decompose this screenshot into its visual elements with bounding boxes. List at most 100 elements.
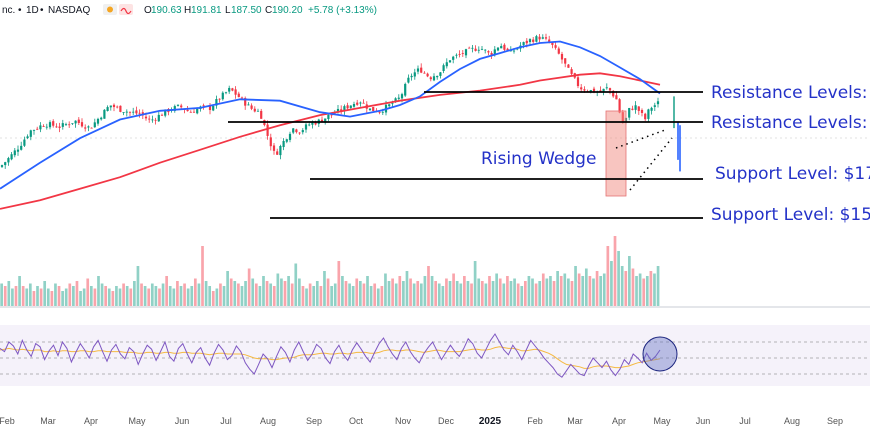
candle-body [455, 54, 458, 56]
candle-body [71, 123, 74, 125]
x-tick-label: Nov [395, 416, 412, 426]
volume-bar [280, 278, 283, 306]
rsi-line [0, 333, 661, 378]
volume-bar [552, 281, 556, 306]
candle-body [128, 111, 132, 113]
volume-bar [398, 276, 402, 306]
x-tick-label: Sep [306, 416, 322, 426]
x-tick-label: May [128, 416, 146, 426]
volume-bar [391, 278, 394, 306]
volume-bar [50, 291, 54, 306]
volume-bar [602, 273, 606, 306]
volume-bar [480, 281, 484, 306]
volume-bar [570, 281, 574, 306]
volume-bar [294, 263, 298, 306]
candle-body [29, 130, 32, 137]
candle-body [39, 125, 42, 130]
volume-bar [204, 281, 208, 306]
volume-bar [154, 286, 158, 306]
candle-body [500, 46, 503, 49]
candle-body [458, 54, 461, 55]
candle-body [125, 111, 128, 113]
volume-bar [254, 283, 258, 306]
candle-body [644, 113, 647, 120]
volume-bar [394, 283, 398, 306]
volume-bar [64, 288, 68, 306]
candle-body [394, 98, 397, 103]
candle-body [256, 110, 260, 112]
interval-label[interactable]: 1D [26, 5, 39, 16]
candle-body [103, 109, 106, 119]
candle-body [84, 127, 87, 129]
candle-body [13, 150, 16, 156]
candle-body [61, 123, 64, 127]
volume-bar [358, 281, 362, 306]
candle-body [23, 139, 26, 146]
candle-body [512, 50, 516, 52]
candle-body [240, 97, 244, 99]
volume-bar [269, 283, 273, 306]
candle-body [538, 36, 541, 40]
candle-body [221, 92, 224, 100]
rsi-ma-line [0, 346, 661, 369]
volume-bar [258, 286, 262, 306]
candle-body [496, 47, 500, 51]
header-bar: nc. • 1D • NASDAQ O 190.63 H 191.81 L 18… [2, 4, 377, 16]
candle-body [532, 39, 535, 42]
volume-bar [559, 276, 563, 306]
volume-bar [355, 278, 359, 306]
candle-body [336, 108, 340, 113]
x-tick-label: Apr [84, 416, 98, 426]
volume-bar [229, 278, 233, 306]
change-value: +5.78 (+3.13%) [308, 5, 377, 16]
volume-bar [610, 261, 613, 306]
volume-bar [21, 286, 25, 306]
volume-bar [104, 286, 108, 306]
candle-body [551, 42, 554, 45]
candle-body [634, 105, 637, 110]
candle-body [372, 107, 375, 112]
support-label-2: Support Level: $15 [711, 205, 870, 225]
volume-bar [574, 266, 577, 306]
bar-replay-icon[interactable] [103, 4, 117, 15]
x-tick-label: Aug [784, 416, 800, 426]
candle-body [224, 92, 228, 94]
volume-bar [265, 281, 269, 306]
header-sep-2: • [40, 5, 44, 16]
candle-body [522, 42, 525, 46]
candle-body [480, 48, 484, 50]
volume-bar [18, 276, 21, 306]
indicator-wave-icon[interactable] [119, 4, 133, 15]
resistance-label-1: Resistance Levels: [711, 83, 867, 103]
volume-bar [463, 276, 466, 306]
volume-bar [620, 266, 624, 306]
candle-body [16, 149, 20, 152]
support-label-1: Support Level: $17 [715, 164, 870, 184]
volume-bar [523, 281, 527, 306]
candle-body [320, 119, 324, 123]
volume-bar [581, 276, 585, 306]
volume-bar [412, 283, 416, 306]
candle-body [378, 111, 381, 113]
volume-bar [233, 281, 237, 306]
volume-bar [7, 281, 11, 306]
volume-bar [373, 283, 377, 306]
x-axis: Feb Mar Apr May Jun Jul Aug Sep Oct Nov Dec 2025 Feb… [0, 416, 843, 427]
volume-bar [68, 283, 72, 306]
volume-bar [75, 281, 79, 306]
volume-bar [247, 268, 251, 306]
candle-body [484, 49, 487, 51]
volume-bar [437, 283, 441, 306]
volume-bar [330, 286, 333, 306]
candle-body [362, 102, 365, 104]
candle-body [560, 53, 564, 60]
volume-bar [72, 286, 75, 306]
candle-body [231, 88, 234, 91]
candle-body [288, 133, 292, 140]
volume-bar [369, 286, 373, 306]
candle-body [311, 122, 314, 125]
candle-body [138, 112, 141, 114]
volume-bar [520, 286, 524, 306]
candle-body [381, 111, 384, 113]
candle-body [637, 106, 640, 111]
